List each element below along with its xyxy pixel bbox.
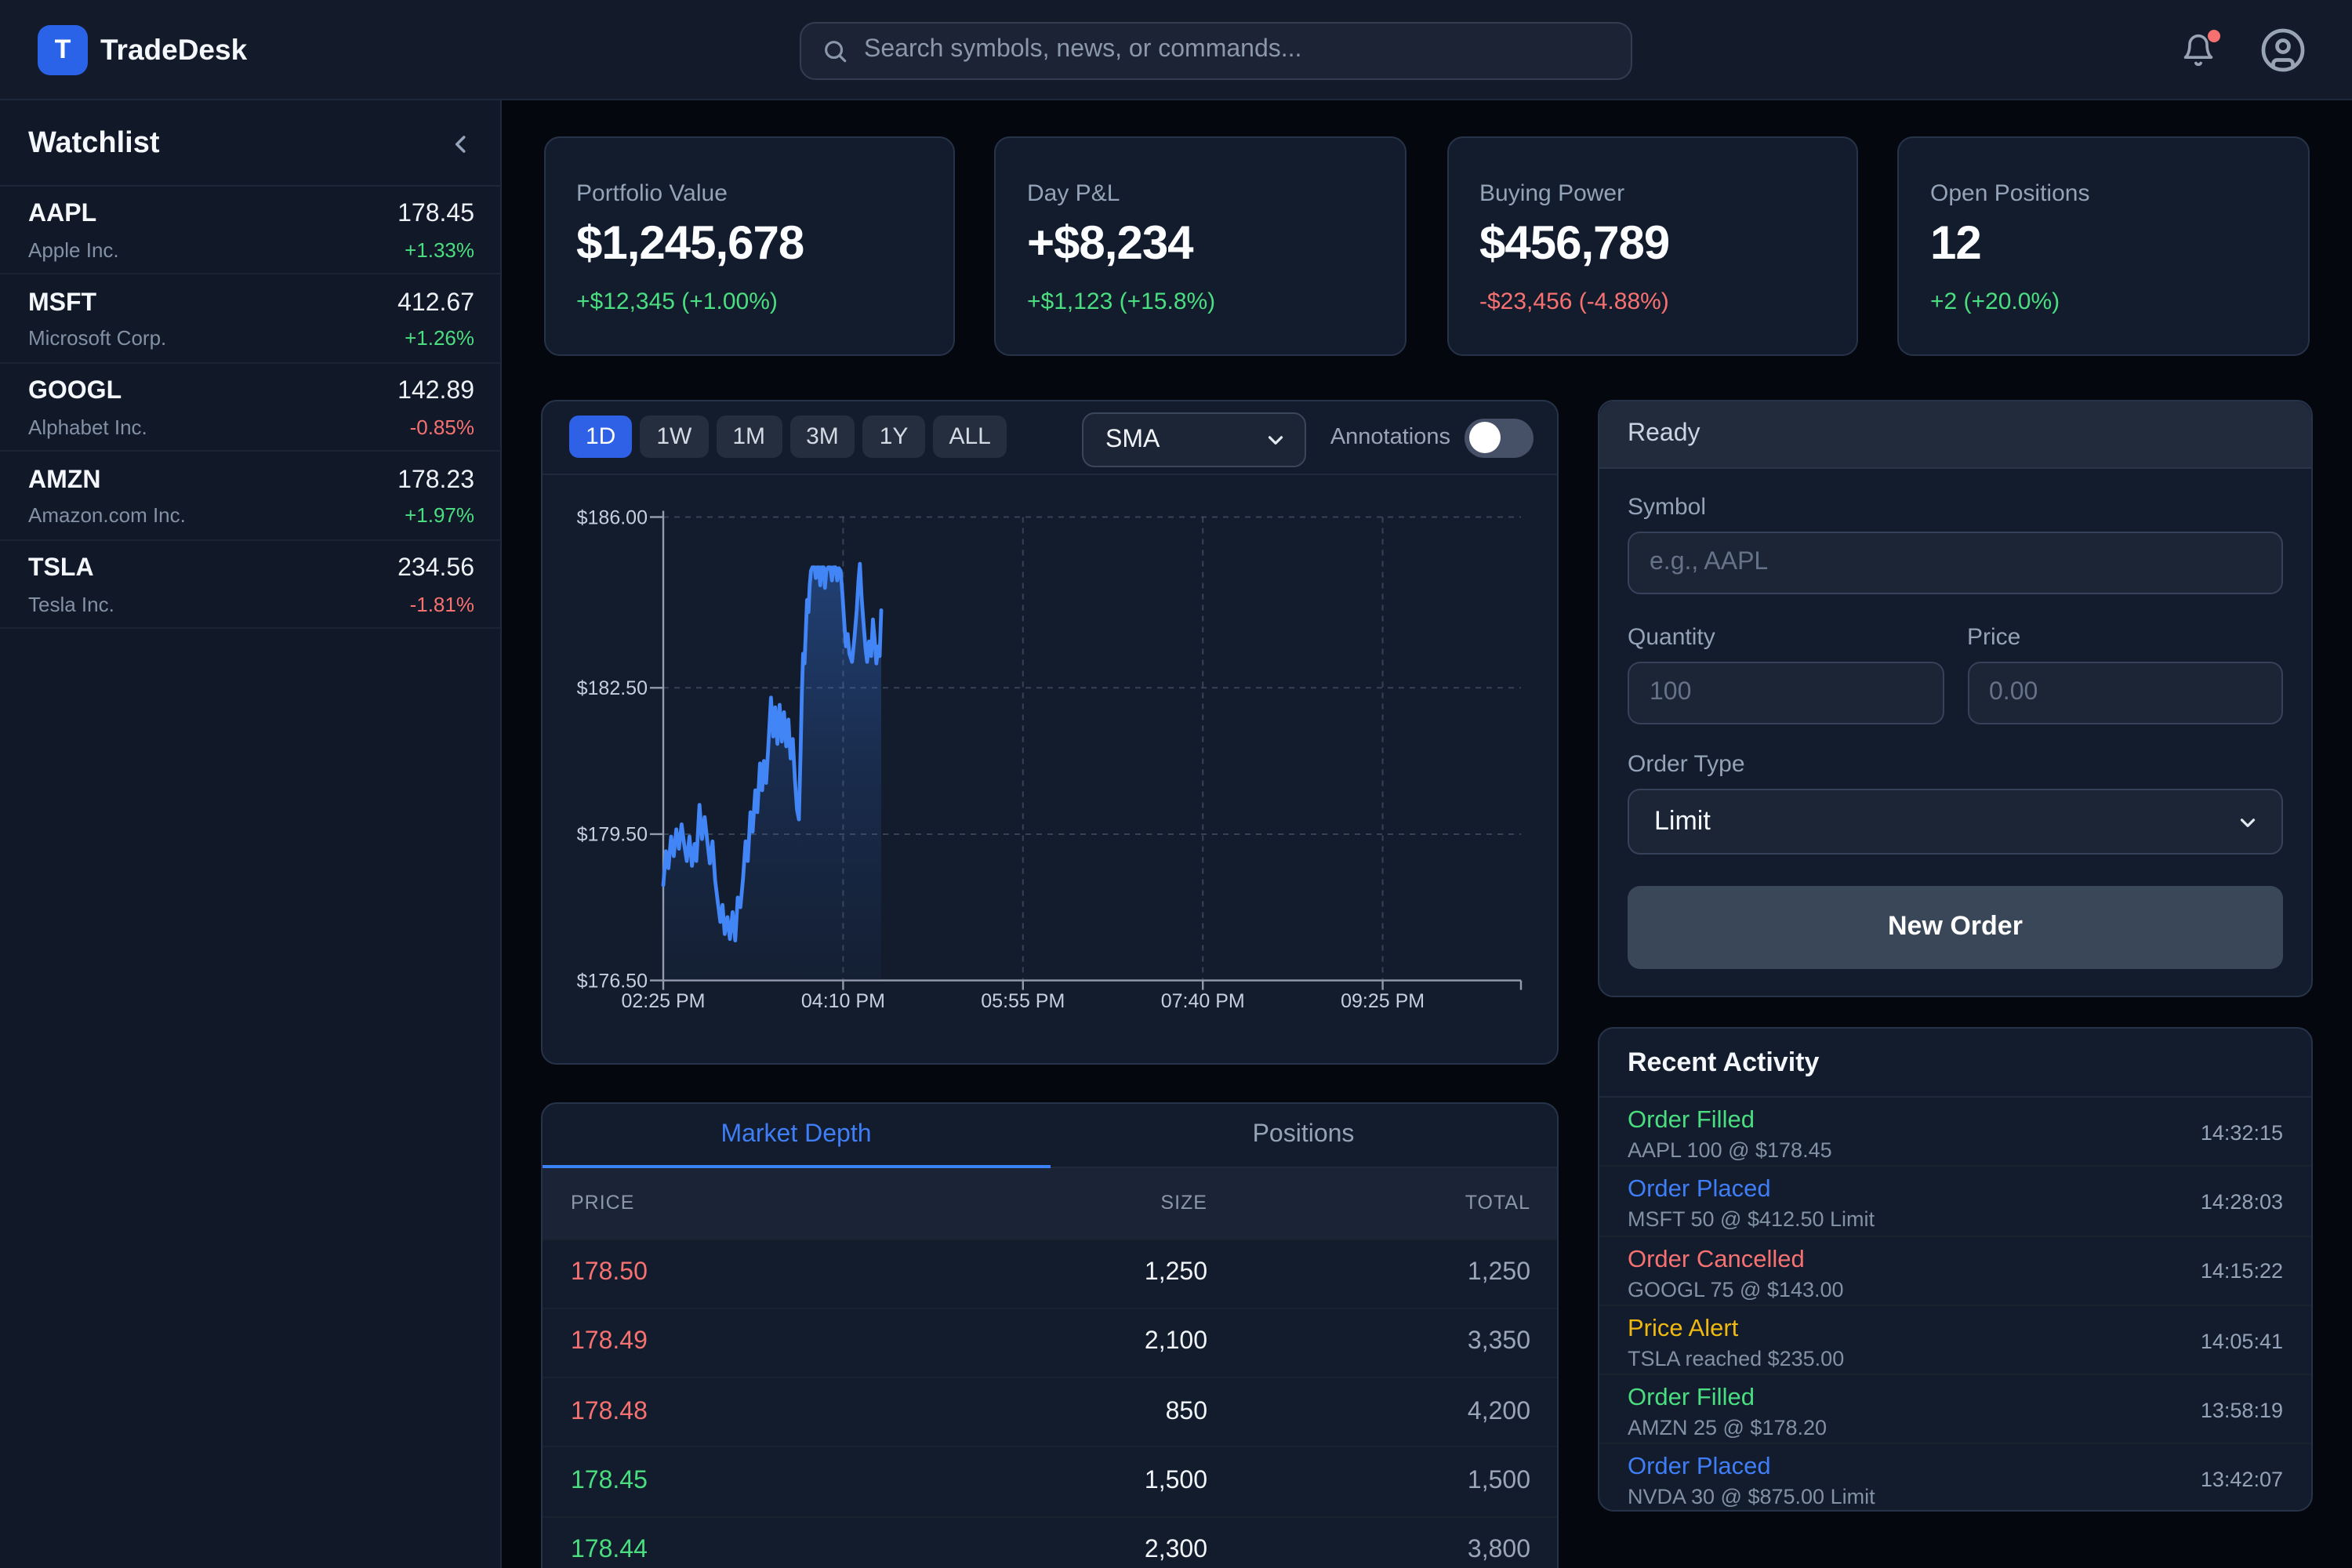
svg-text:$182.50: $182.50 bbox=[577, 677, 648, 699]
svg-text:$176.50: $176.50 bbox=[577, 969, 648, 991]
svg-text:09:25 PM: 09:25 PM bbox=[1341, 989, 1425, 1011]
svg-text:02:25 PM: 02:25 PM bbox=[621, 989, 705, 1011]
svg-text:04:10 PM: 04:10 PM bbox=[801, 989, 885, 1011]
svg-text:$179.50: $179.50 bbox=[577, 823, 648, 845]
svg-text:05:55 PM: 05:55 PM bbox=[981, 989, 1065, 1011]
svg-text:07:40 PM: 07:40 PM bbox=[1161, 989, 1245, 1011]
svg-text:$186.00: $186.00 bbox=[577, 506, 648, 528]
